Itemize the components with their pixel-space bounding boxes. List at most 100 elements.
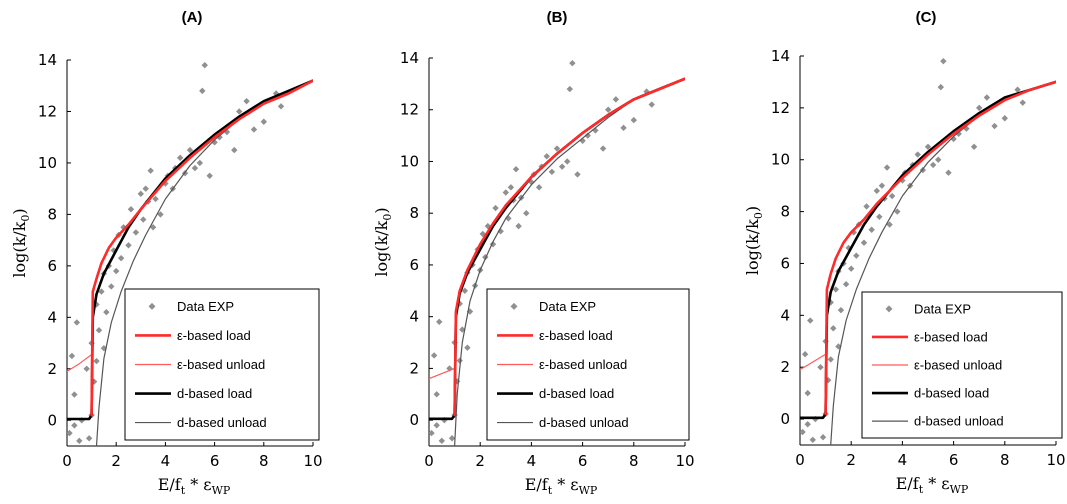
y-axis-label-part: log(k/k — [743, 219, 762, 275]
legend-label-eps_load: ε-based load — [914, 329, 988, 344]
data-point — [96, 327, 102, 333]
data-point — [876, 214, 882, 220]
y-tick-label: 6 — [47, 257, 57, 275]
data-point — [804, 390, 810, 396]
data-point — [971, 144, 977, 150]
x-tick-label: 10 — [303, 452, 322, 470]
data-point — [133, 229, 139, 235]
y-tick-label: 2 — [780, 358, 790, 376]
data-point — [433, 422, 439, 428]
y-tick-label: 6 — [780, 254, 790, 272]
legend-label-data: Data EXP — [539, 299, 596, 314]
y-axis-label-part: 0 — [752, 212, 765, 219]
data-point — [231, 147, 237, 153]
x-tick-label: 2 — [111, 452, 121, 470]
data-point — [567, 86, 573, 92]
y-tick-label: 8 — [47, 205, 57, 223]
data-point — [74, 319, 80, 325]
data-point — [830, 325, 836, 331]
data-point — [278, 103, 284, 109]
data-point — [820, 434, 826, 440]
data-point — [513, 166, 519, 172]
y-tick-label: 0 — [780, 410, 790, 428]
data-point — [138, 191, 144, 197]
data-point — [140, 216, 146, 222]
legend-label-eps_load: ε-based load — [177, 328, 251, 343]
x-axis-label-part: E/f — [525, 475, 549, 494]
y-tick-label: 4 — [409, 308, 419, 326]
y-axis-label: log(k/k0) — [372, 207, 394, 276]
data-point — [261, 119, 267, 125]
data-point — [945, 170, 951, 176]
y-axis-label-part: log(k/k — [372, 220, 391, 276]
legend-label-d_unload: d-based unload — [539, 415, 629, 430]
y-axis-label-part: log(k/k — [10, 221, 29, 277]
x-axis-label-part: WP — [212, 484, 231, 497]
eps-based-unload-line — [429, 368, 455, 378]
data-point — [103, 309, 109, 315]
data-point — [243, 98, 249, 104]
x-axis-label-part: * ε — [923, 474, 949, 493]
data-point — [113, 268, 119, 274]
x-tick-label: 4 — [161, 452, 171, 470]
x-tick-label: 8 — [1000, 451, 1010, 469]
data-point — [83, 366, 89, 372]
legend-label-data: Data EXP — [177, 299, 234, 314]
data-point — [515, 223, 521, 229]
x-axis-label-part: E/f — [896, 474, 920, 493]
y-tick-label: 0 — [47, 411, 57, 429]
data-point — [940, 58, 946, 64]
data-point — [199, 88, 205, 94]
legend-label-eps_unload: ε-based unload — [539, 357, 627, 372]
data-point — [202, 62, 208, 68]
data-point — [147, 167, 153, 173]
data-point — [76, 438, 82, 444]
data-point — [600, 145, 606, 151]
y-tick-label: 14 — [771, 47, 790, 65]
y-tick-label: 10 — [38, 154, 57, 172]
data-point — [197, 160, 203, 166]
panel-title: (C) — [916, 9, 937, 26]
data-point — [549, 169, 555, 175]
data-point — [976, 105, 982, 111]
chart-panel-3: (C)0 2 4 6 8 1002468101214E/ft * εWPlog(k/k0)… — [743, 9, 1066, 496]
data-point — [143, 185, 149, 191]
data-point — [817, 364, 823, 370]
data-point — [828, 356, 834, 362]
x-tick-label: 0 — [62, 452, 72, 470]
data-point — [433, 391, 439, 397]
y-axis-label-part: ) — [372, 207, 391, 213]
y-axis-label: log(k/k0) — [743, 206, 765, 275]
y-tick-label: 2 — [47, 360, 57, 378]
data-point — [915, 151, 921, 157]
data-point — [930, 162, 936, 168]
legend-label-eps_unload: ε-based unload — [914, 358, 1002, 373]
y-tick-label: 12 — [771, 99, 790, 117]
x-tick-label: 0 — [424, 452, 434, 470]
data-point — [128, 206, 134, 212]
x-axis-label: E/ft * εWP — [896, 474, 969, 496]
data-point — [838, 307, 844, 313]
data-point — [1020, 99, 1026, 105]
data-point — [464, 345, 470, 351]
y-axis-label-part: ) — [10, 208, 29, 214]
data-point — [439, 438, 445, 444]
y-tick-label: 8 — [409, 204, 419, 222]
data-point — [564, 158, 570, 164]
data-point — [503, 189, 509, 195]
data-point — [108, 283, 114, 289]
data-point — [935, 157, 941, 163]
data-point — [436, 319, 442, 325]
data-point — [569, 60, 575, 66]
x-axis-label-part: * ε — [552, 475, 578, 494]
x-tick-label: 8 — [259, 452, 269, 470]
data-point — [889, 193, 895, 199]
data-point — [620, 125, 626, 131]
data-point — [69, 353, 75, 359]
data-point — [431, 352, 437, 358]
y-tick-label: 6 — [409, 256, 419, 274]
data-point — [125, 242, 131, 248]
data-point — [605, 107, 611, 113]
